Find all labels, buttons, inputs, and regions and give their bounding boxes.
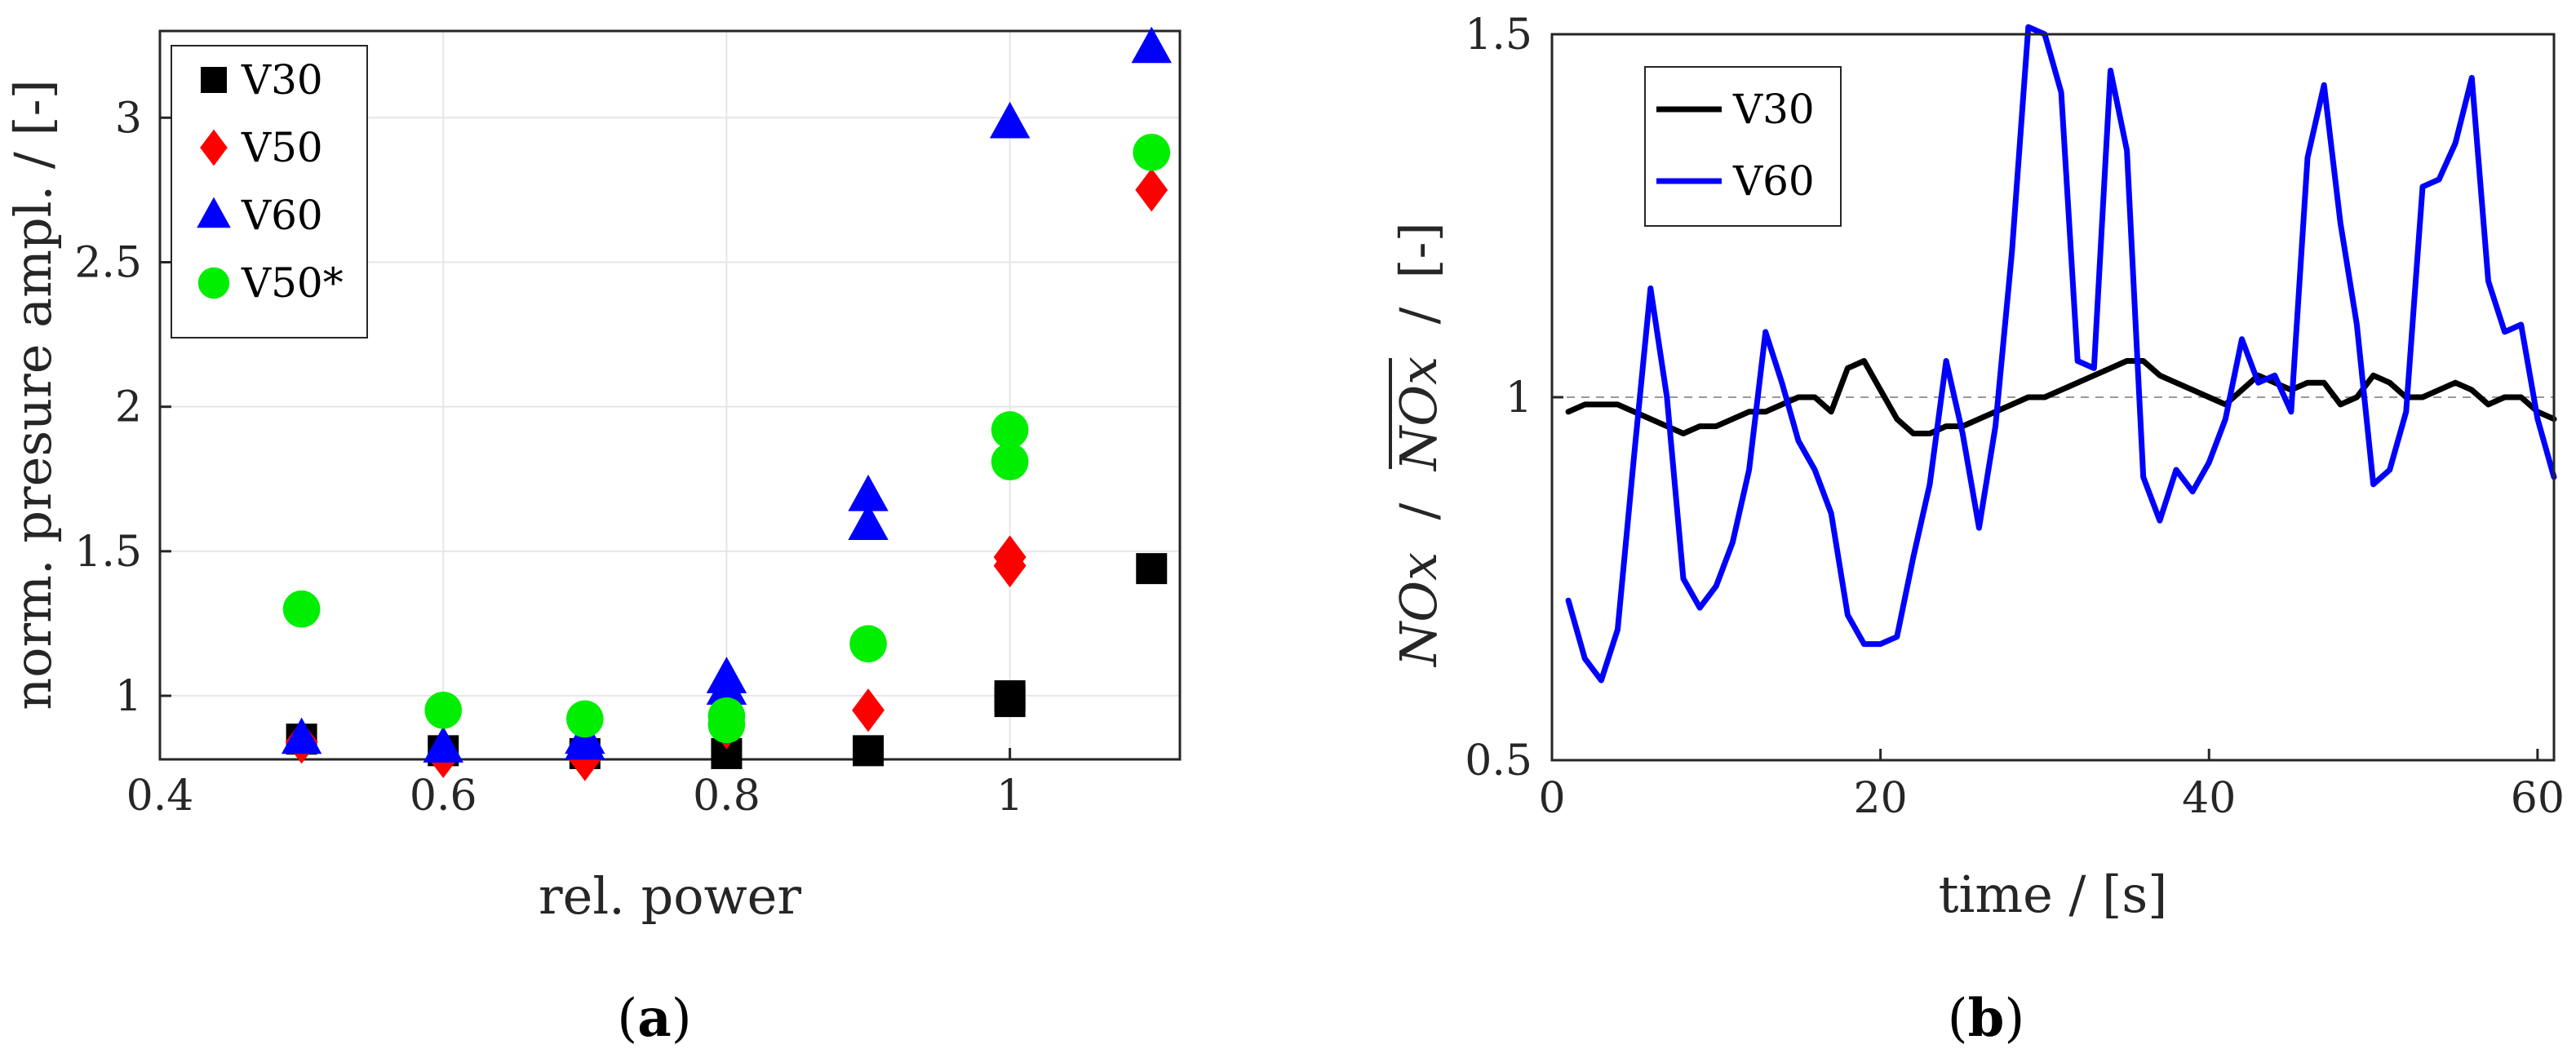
series-line-v60 [1565,24,2557,684]
data-point [282,590,321,628]
chart-a-xlabel: rel. power [539,866,801,926]
legend-label: V50 [241,124,323,171]
chart-a-xtick-label: 0.4 [126,772,194,821]
data-point [707,706,746,744]
chart-a-xtick-label: 0.8 [693,772,760,821]
data-point [989,101,1031,139]
data-point [1136,553,1168,585]
chart-b-legend-box [1644,66,1842,227]
legend-label: V60 [1732,157,1815,205]
chart-b-ylabel-sep1: / [1389,502,1448,520]
chart-a-ticks: 0.4 0.6 0.8 1 1 1.5 2 2.5 3 [74,94,1023,821]
legend-marker [200,129,228,166]
data-point [849,625,887,663]
chart-a-ytick-label: 3 [115,94,142,143]
panel-b-close: ) [2004,989,2024,1049]
chart-b-xtick-label: 0 [1538,774,1565,823]
chart-b-legend[interactable]: V30 V60 [1644,66,1842,227]
chart-b-xlabel: time / [s] [1939,865,2168,924]
chart-a-ytick-label: 2 [115,383,142,432]
legend-marker [197,197,231,228]
chart-b-ytick-label: 0.5 [1465,737,1532,785]
data-point [852,688,885,732]
chart-a-legend[interactable]: V30 V50 V60 V50* [171,45,368,338]
chart-b-ylabel-unit: [-] [1389,222,1448,278]
data-point [1135,168,1168,212]
chart-a-ylabel: norm. presure ampl. / [-] [3,79,63,710]
chart-b-xtick-label: 60 [2511,774,2565,823]
legend-label: V50* [241,259,344,307]
data-point [848,503,889,541]
panel-b-letter: b [1968,988,2005,1049]
chart-b-ylabel-num: NOx [1389,552,1448,668]
legend-label: V30 [241,56,323,104]
chart-a-xtick-label: 1 [996,772,1023,821]
chart-b-ylabel-mean: NOx [1389,356,1448,472]
data-point [853,735,885,767]
legend-item: V30 [1656,86,1815,133]
chart-b-ytick-label: 1 [1505,374,1532,423]
series-line-v30 [1565,358,2557,436]
chart-b-ylabel-sep2: / [1389,307,1448,324]
panel-b-open: ( [1948,989,1968,1049]
legend-item: V30 [201,56,323,104]
legend-item: V60 [1656,157,1815,205]
legend-item: V50* [197,259,344,307]
data-point [706,668,747,706]
panel-b-caption: (b) [1948,988,2025,1049]
chart-b-ytick-label: 1.5 [1465,11,1532,60]
data-point [991,443,1029,480]
chart-a-ytick-label: 1.5 [74,528,142,577]
chart-b: 0 20 40 60 0.5 1 1.5 time / [s] NOx / NOx / [-… [1389,11,2565,924]
data-point [281,717,322,754]
data-point [991,411,1029,449]
data-point [1131,26,1172,64]
chart-b-xtick-label: 20 [1854,774,1908,823]
series-v50-star [282,134,1171,744]
legend-marker [197,267,230,299]
data-point [424,691,463,729]
chart-b-data [1565,24,2557,684]
chart-b-ylabel: NOx / NOx / [-] [1389,222,1448,668]
data-point [423,726,463,763]
legend-label: V60 [241,192,323,239]
panel-a-caption: (a) [617,988,691,1049]
panel-a-open: ( [617,989,637,1049]
chart-a-data [281,26,1172,781]
data-point [994,680,1026,712]
data-point [566,700,604,738]
data-point [1133,134,1171,171]
legend-marker [201,67,227,93]
panel-a-close: ) [672,989,692,1049]
chart-a-ytick-label: 1 [115,672,142,721]
data-point [565,723,605,760]
chart-a: 0.4 0.6 0.8 1 1 1.5 2 2.5 3 rel. power norm. pre… [3,26,1182,926]
chart-b-xtick-label: 40 [2182,774,2236,823]
chart-a-xtick-label: 0.6 [410,772,477,821]
chart-a-ytick-label: 2.5 [74,238,142,287]
legend-item: V60 [197,192,323,239]
chart-b-ticks: 0 20 40 60 0.5 1 1.5 [1465,11,2565,823]
legend-label: V30 [1732,86,1815,133]
data-point [993,535,1026,579]
panel-a-letter: a [637,988,671,1049]
data-point [848,474,889,511]
legend-item: V50 [200,124,323,171]
chart-a-frame [158,29,1182,761]
